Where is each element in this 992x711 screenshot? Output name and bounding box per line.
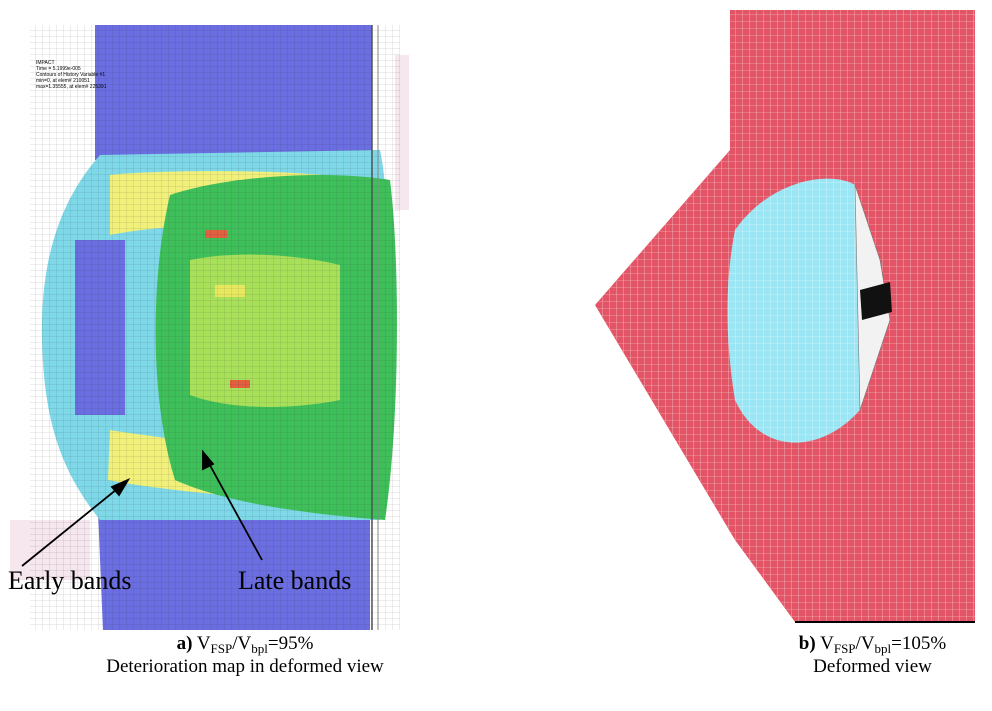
panel-b-image bbox=[595, 10, 975, 622]
caption: b) VFSP/Vbpl=105% Deformed view bbox=[750, 632, 992, 678]
caption-text: V bbox=[197, 633, 211, 654]
panel-a-image bbox=[10, 25, 409, 630]
caption-description: Deformed view bbox=[750, 655, 992, 678]
caption-text: =95% bbox=[268, 633, 314, 654]
caption-text: =105% bbox=[891, 633, 946, 654]
caption-label: a) bbox=[177, 633, 193, 654]
caption-sub: bpl bbox=[875, 641, 892, 656]
caption: a) VFSP/Vbpl=95% Deterioration map in de… bbox=[60, 632, 430, 678]
caption-text: /V bbox=[232, 633, 251, 654]
annotation-line: max=1.35555, at elem# 225391 bbox=[36, 84, 107, 90]
page: IMPACTTime = 5.1999e-005Contours of Hist… bbox=[0, 0, 992, 711]
caption-sub: FSP bbox=[211, 641, 233, 656]
caption-sub: bpl bbox=[251, 641, 268, 656]
caption-sub: FSP bbox=[834, 641, 856, 656]
caption-label: b) bbox=[799, 633, 816, 654]
caption-description: Deterioration map in deformed view bbox=[60, 655, 430, 678]
callout-label: Early bands bbox=[8, 566, 131, 596]
caption-text: /V bbox=[856, 633, 875, 654]
callout-label: Late bands bbox=[238, 566, 351, 596]
caption-text: V bbox=[820, 633, 834, 654]
